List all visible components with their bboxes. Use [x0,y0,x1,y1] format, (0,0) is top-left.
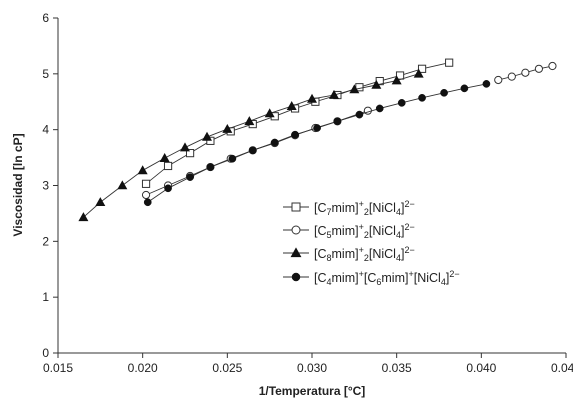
series-layer [78,58,557,222]
data-point [460,84,469,93]
data-point [507,72,516,81]
series-4 [494,61,557,85]
data-point [202,131,213,141]
data-point [313,124,321,132]
data-point [164,184,172,193]
data-point [206,163,215,171]
data-point [548,61,557,71]
data-point [143,198,152,207]
data-point [117,180,128,190]
legend: [C7mim]+2[NiCl4]2− [C5mim]+2[NiCl4]2− [C… [283,199,460,287]
data-point [349,84,360,94]
legend-marker-1 [291,225,301,235]
data-point [244,116,255,126]
data-point [440,88,448,97]
y-axis-title: Viscosidad [ln cP] [11,133,25,236]
legend-label-c5: [C5mim]+2[NiCl4]2− [314,222,415,240]
data-point [228,154,237,163]
legend-marker-3 [291,272,301,282]
x-tick-label: 0.035 [382,361,412,375]
y-tick-label: 4 [42,123,49,137]
data-point [206,136,215,145]
ticks: 0.015 0.020 0.025 0.030 0.035 0.040 0.045 0 1 2 3 4… [42,11,573,375]
series-0 [141,58,454,188]
y-tick-label: 0 [42,346,49,360]
data-point [248,146,257,155]
data-point [264,108,275,118]
series-2 [78,68,424,222]
series-line [145,62,450,185]
data-point [291,130,299,139]
legend-label-c8: [C8mim]+2[NiCl4]2− [314,245,415,263]
data-point [286,101,297,111]
x-tick-label: 0.040 [466,361,496,375]
y-tick-label: 6 [42,11,49,25]
x-tick-label: 0.025 [212,361,242,375]
data-point [159,152,170,162]
data-point [95,197,106,207]
series-3 [143,80,491,207]
data-point [371,79,382,89]
data-point [141,179,151,188]
data-point [270,138,279,147]
y-tick-label: 2 [42,234,49,248]
data-point [418,93,426,102]
data-point [78,212,89,222]
y-tick-label: 3 [42,179,49,193]
y-tick-label: 1 [42,290,49,304]
x-tick-label: 0.020 [128,361,158,375]
data-point [445,58,454,67]
data-point [494,75,503,85]
data-point [417,64,427,73]
data-point [534,64,544,73]
legend-marker-2 [290,247,302,258]
data-point [307,93,317,103]
data-point [397,99,406,107]
x-tick-label: 0.015 [43,361,73,375]
data-point [222,123,233,133]
data-point [186,173,194,181]
legend-marker-0 [291,202,301,212]
data-point [375,104,384,113]
legend-label-c4c6: [C4mim]+[C6mim]+[NiCl4]2− [314,269,460,287]
x-axis-title: 1/Temperatura [°C] [259,384,366,398]
data-point [141,190,151,200]
x-tick-label: 0.045 [551,361,573,375]
x-tick-label: 0.030 [297,361,327,375]
data-point [413,68,424,78]
data-point [391,75,402,85]
legend-label-c7: [C7mim]+2[NiCl4]2− [314,199,415,217]
data-point [355,110,364,119]
data-point [185,149,195,158]
data-point [180,142,190,152]
data-point [163,161,173,171]
data-point [329,89,340,99]
data-point [482,80,491,88]
data-point [137,165,148,175]
data-point [521,68,530,77]
data-point [333,117,342,126]
series-line [83,73,419,218]
axes [57,18,566,354]
y-tick-label: 5 [42,67,49,81]
